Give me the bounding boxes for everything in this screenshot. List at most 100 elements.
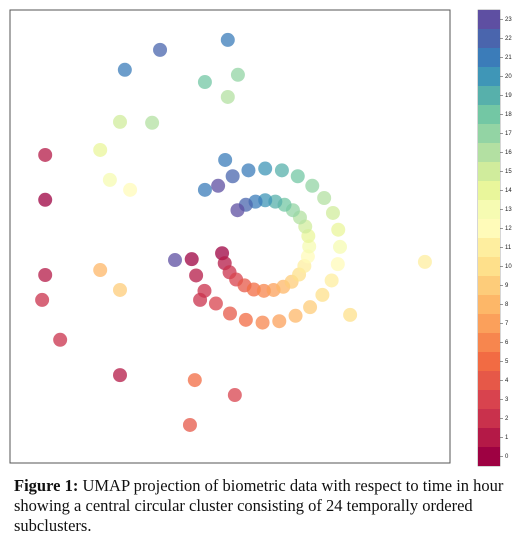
point	[38, 268, 53, 283]
point	[225, 169, 240, 184]
colorbar-tick-label: 14	[505, 188, 512, 194]
point	[241, 163, 256, 178]
colorbar-tick-label: 7	[505, 321, 509, 327]
colorbar-band	[478, 447, 500, 466]
plot-frame	[9, 9, 451, 464]
colorbar-tick-label: 10	[505, 264, 512, 270]
point	[220, 89, 235, 104]
colorbar-band	[478, 371, 500, 390]
point	[38, 192, 53, 207]
point	[117, 62, 132, 77]
colorbar-tick-label: 21	[505, 55, 512, 61]
point	[315, 287, 330, 302]
colorbar-tick-label: 4	[505, 378, 509, 384]
point	[274, 163, 289, 178]
point	[208, 296, 223, 311]
colorbar-band	[478, 333, 500, 352]
point	[230, 67, 245, 82]
point	[220, 32, 235, 47]
colorbar-band	[478, 48, 500, 67]
point	[113, 114, 127, 129]
colorbar-tick-label: 13	[505, 207, 512, 213]
point	[325, 205, 340, 220]
point	[93, 142, 108, 157]
colorbar-band	[478, 67, 500, 86]
point	[184, 252, 199, 267]
point	[93, 263, 108, 278]
colorbar-band	[478, 219, 500, 238]
colorbar-band	[478, 314, 500, 333]
point	[227, 388, 242, 403]
colorbar-band	[478, 162, 500, 181]
colorbar-tick-label: 22	[505, 36, 512, 42]
point	[331, 222, 346, 237]
point	[53, 332, 68, 347]
point	[168, 253, 182, 268]
colorbar-tick-label: 8	[505, 302, 509, 308]
point	[197, 182, 212, 197]
point	[302, 239, 317, 254]
point	[290, 169, 305, 184]
point	[317, 190, 332, 205]
caption-label: Figure 1:	[14, 476, 79, 495]
colorbar-band	[478, 29, 500, 48]
colorbar-tick-label: 23	[505, 17, 512, 23]
point	[303, 300, 318, 315]
colorbar-band	[478, 143, 500, 162]
colorbar-band	[478, 238, 500, 257]
colorbar-tick-label: 3	[505, 397, 509, 403]
point	[333, 239, 347, 254]
caption: Figure 1: UMAP projection of biometric d…	[14, 476, 506, 536]
point	[343, 307, 358, 322]
point	[305, 178, 320, 193]
colorbar-tick-label: 11	[505, 245, 512, 251]
colorbar-tick-label: 12	[505, 226, 512, 232]
colorbar-band	[478, 352, 500, 371]
colorbar-band	[478, 276, 500, 295]
caption-text: UMAP projection of biometric data with r…	[14, 476, 504, 535]
point	[145, 115, 160, 130]
point	[324, 273, 339, 288]
colorbar-tick-label: 19	[505, 93, 512, 99]
point	[113, 282, 127, 297]
point	[187, 373, 202, 388]
point	[211, 178, 226, 193]
colorbar-tick-label: 1	[505, 435, 509, 441]
colorbar-band	[478, 200, 500, 219]
colorbar-band	[478, 257, 500, 276]
point	[238, 312, 253, 327]
point	[38, 147, 53, 162]
colorbar-tick-label: 17	[505, 131, 512, 137]
point	[153, 42, 168, 57]
colorbar-band	[478, 390, 500, 409]
point	[218, 152, 233, 167]
colorbar-band	[478, 428, 500, 447]
colorbar-band	[478, 105, 500, 124]
colorbar-tick-label: 6	[505, 340, 509, 346]
point	[255, 315, 270, 330]
colorbar-tick-label: 15	[505, 169, 512, 175]
colorbar-tick-label: 0	[505, 454, 509, 460]
point	[102, 172, 117, 187]
colorbar-tick-label: 20	[505, 74, 512, 80]
colorbar-tick-label: 5	[505, 359, 509, 365]
colorbar-tick-label: 16	[505, 150, 512, 156]
point	[330, 257, 345, 272]
point	[35, 292, 50, 307]
points	[35, 32, 432, 432]
colorbar-tick-label: 18	[505, 112, 512, 118]
point	[123, 182, 138, 197]
colorbar-band	[478, 295, 500, 314]
point	[113, 368, 127, 383]
point	[230, 203, 245, 218]
point	[182, 417, 197, 432]
point	[258, 161, 273, 176]
point	[288, 308, 303, 323]
point	[223, 306, 237, 321]
point	[197, 75, 212, 90]
colorbar-band	[478, 409, 500, 428]
colorbar-band	[478, 181, 500, 200]
colorbar-band	[478, 10, 500, 29]
